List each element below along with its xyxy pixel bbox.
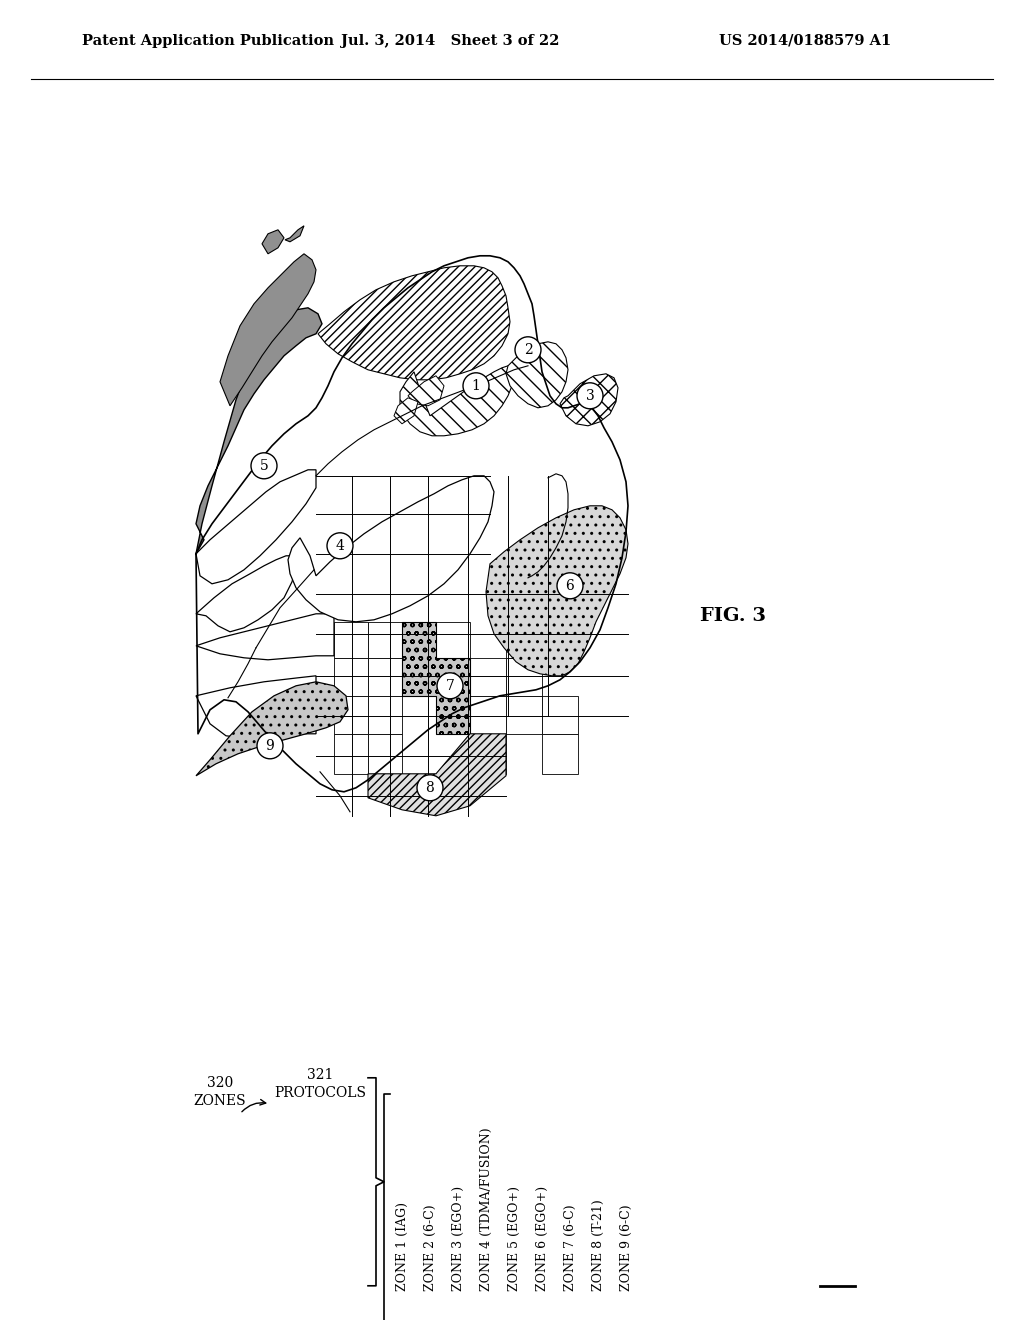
Text: PROTOCOLS: PROTOCOLS xyxy=(274,1086,366,1100)
Polygon shape xyxy=(486,506,628,676)
Polygon shape xyxy=(285,226,304,242)
Polygon shape xyxy=(368,734,402,774)
Polygon shape xyxy=(368,696,402,734)
Polygon shape xyxy=(334,696,368,734)
Polygon shape xyxy=(470,657,506,696)
Polygon shape xyxy=(288,475,494,622)
Circle shape xyxy=(463,372,489,399)
Text: US 2014/0188579 A1: US 2014/0188579 A1 xyxy=(719,34,891,48)
Text: 2: 2 xyxy=(523,343,532,358)
Polygon shape xyxy=(196,308,322,554)
Text: 1: 1 xyxy=(472,379,480,393)
Polygon shape xyxy=(506,342,568,408)
Circle shape xyxy=(557,573,583,599)
Polygon shape xyxy=(196,470,316,583)
Polygon shape xyxy=(402,622,436,657)
Text: 5: 5 xyxy=(260,459,268,474)
Text: ZONE 6 (EGO+): ZONE 6 (EGO+) xyxy=(536,1185,549,1291)
Polygon shape xyxy=(408,376,444,405)
Polygon shape xyxy=(368,734,506,816)
Polygon shape xyxy=(436,622,470,657)
Polygon shape xyxy=(470,734,506,774)
Circle shape xyxy=(257,733,283,759)
Polygon shape xyxy=(334,734,368,774)
Polygon shape xyxy=(506,622,542,657)
Text: 8: 8 xyxy=(426,781,434,795)
Polygon shape xyxy=(506,696,542,734)
Polygon shape xyxy=(220,253,316,405)
Text: 3: 3 xyxy=(586,389,594,404)
Text: 9: 9 xyxy=(265,739,274,754)
Polygon shape xyxy=(334,622,368,657)
Text: ZONE 7 (6-C): ZONE 7 (6-C) xyxy=(564,1204,577,1291)
Text: ZONE 9 (6-C): ZONE 9 (6-C) xyxy=(620,1204,633,1291)
Polygon shape xyxy=(402,622,470,734)
Polygon shape xyxy=(470,696,506,734)
Text: ZONE 3 (EGO+): ZONE 3 (EGO+) xyxy=(452,1185,465,1291)
Text: 320: 320 xyxy=(207,1076,233,1090)
Text: 7: 7 xyxy=(445,680,455,693)
Polygon shape xyxy=(196,556,296,632)
Circle shape xyxy=(251,453,278,479)
Circle shape xyxy=(437,673,463,698)
Text: ZONES: ZONES xyxy=(194,1094,247,1107)
Text: ZONE 4 (TDMA/FUSION): ZONE 4 (TDMA/FUSION) xyxy=(480,1127,493,1291)
Text: FIG. 3: FIG. 3 xyxy=(700,607,766,624)
Polygon shape xyxy=(506,657,542,696)
Circle shape xyxy=(577,383,603,409)
Text: ZONE 1 (IAG): ZONE 1 (IAG) xyxy=(396,1201,409,1291)
Polygon shape xyxy=(542,734,578,774)
Polygon shape xyxy=(542,696,578,734)
Circle shape xyxy=(327,533,353,558)
Polygon shape xyxy=(560,374,618,426)
Text: 6: 6 xyxy=(565,579,574,593)
Text: ZONE 5 (EGO+): ZONE 5 (EGO+) xyxy=(508,1185,521,1291)
Text: 4: 4 xyxy=(336,540,344,553)
Polygon shape xyxy=(402,657,436,696)
Circle shape xyxy=(515,337,541,363)
Text: 321: 321 xyxy=(307,1068,333,1082)
Polygon shape xyxy=(196,614,334,660)
Polygon shape xyxy=(196,676,316,738)
Polygon shape xyxy=(334,657,368,696)
Polygon shape xyxy=(368,622,402,657)
Text: ZONE 8 (T-21): ZONE 8 (T-21) xyxy=(592,1199,605,1291)
Polygon shape xyxy=(262,230,284,253)
Text: ZONE 2 (6-C): ZONE 2 (6-C) xyxy=(424,1204,437,1291)
Polygon shape xyxy=(400,366,514,436)
Polygon shape xyxy=(368,657,402,696)
Polygon shape xyxy=(318,265,510,380)
Text: Patent Application Publication: Patent Application Publication xyxy=(82,34,334,48)
Polygon shape xyxy=(394,397,418,424)
Polygon shape xyxy=(196,682,348,776)
Circle shape xyxy=(417,775,443,801)
Text: Jul. 3, 2014   Sheet 3 of 22: Jul. 3, 2014 Sheet 3 of 22 xyxy=(341,34,560,48)
